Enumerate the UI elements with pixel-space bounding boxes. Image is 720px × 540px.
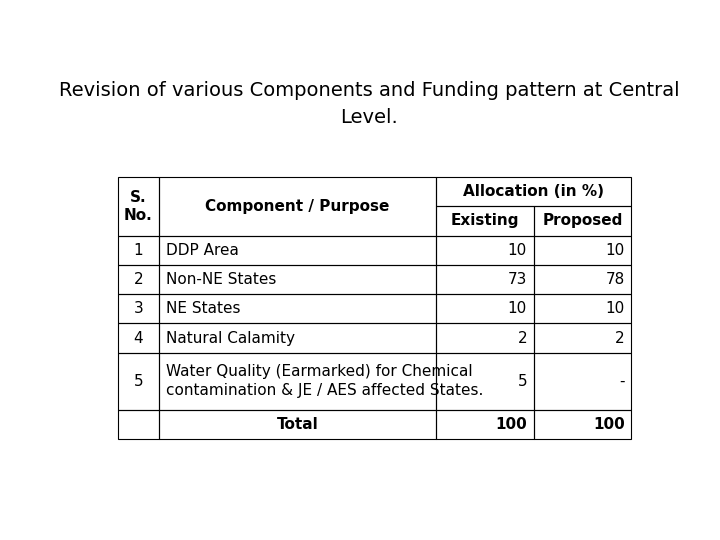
Text: 3: 3	[133, 301, 143, 316]
Bar	[159, 265, 436, 294]
Bar	[534, 294, 631, 323]
Text: Allocation (in %): Allocation (in %)	[463, 184, 604, 199]
Bar	[534, 323, 631, 353]
Text: Proposed: Proposed	[542, 213, 623, 228]
Bar	[534, 265, 631, 294]
Bar	[118, 353, 159, 410]
Bar	[534, 206, 631, 235]
Bar	[159, 177, 436, 235]
Text: DDP Area: DDP Area	[166, 243, 238, 258]
Bar	[436, 177, 631, 206]
Bar	[118, 410, 159, 439]
Bar	[436, 410, 534, 439]
Text: Natural Calamity: Natural Calamity	[166, 330, 294, 346]
Text: Revision of various Components and Funding pattern at Central
Level.: Revision of various Components and Fundi…	[59, 82, 679, 127]
Bar	[534, 235, 631, 265]
Text: 10: 10	[606, 301, 624, 316]
Text: Water Quality (Earmarked) for Chemical
contamination & JE / AES affected States.: Water Quality (Earmarked) for Chemical c…	[166, 364, 483, 398]
Bar	[159, 294, 436, 323]
Text: S.
No.: S. No.	[124, 190, 153, 223]
Text: 2: 2	[134, 272, 143, 287]
Text: Component / Purpose: Component / Purpose	[205, 199, 390, 214]
Text: 10: 10	[606, 243, 624, 258]
Bar	[159, 410, 436, 439]
Bar	[118, 177, 159, 235]
Text: 78: 78	[606, 272, 624, 287]
Text: 100: 100	[593, 417, 624, 432]
Bar	[436, 323, 534, 353]
Bar	[436, 265, 534, 294]
Text: Existing: Existing	[451, 213, 519, 228]
Bar	[159, 323, 436, 353]
Text: Total: Total	[276, 417, 318, 432]
Text: 100: 100	[495, 417, 527, 432]
Text: 5: 5	[134, 374, 143, 389]
Bar	[436, 206, 534, 235]
Text: 2: 2	[615, 330, 624, 346]
Bar	[534, 410, 631, 439]
Bar	[118, 235, 159, 265]
Bar	[118, 265, 159, 294]
Bar	[436, 235, 534, 265]
Bar	[118, 294, 159, 323]
Text: NE States: NE States	[166, 301, 240, 316]
Text: 10: 10	[508, 301, 527, 316]
Text: 1: 1	[134, 243, 143, 258]
Bar	[436, 294, 534, 323]
Text: -: -	[619, 374, 624, 389]
Text: Non-NE States: Non-NE States	[166, 272, 276, 287]
Bar	[118, 323, 159, 353]
Text: 10: 10	[508, 243, 527, 258]
Text: 4: 4	[134, 330, 143, 346]
Text: 5: 5	[518, 374, 527, 389]
Bar	[436, 353, 534, 410]
Bar	[159, 353, 436, 410]
Bar	[534, 353, 631, 410]
Text: 73: 73	[508, 272, 527, 287]
Text: 2: 2	[518, 330, 527, 346]
Bar	[159, 235, 436, 265]
